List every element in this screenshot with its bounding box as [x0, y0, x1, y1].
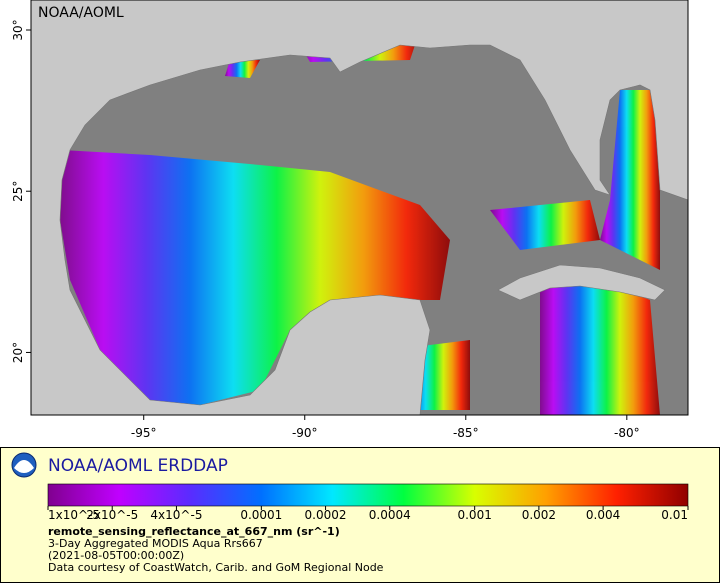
- mainland: [31, 0, 688, 415]
- colorbar-tick-label: 0.0002: [305, 508, 347, 522]
- legend-panel: [0, 447, 720, 583]
- variable-name: remote_sensing_reflectance_at_667_nm (sr…: [48, 525, 340, 538]
- watermark: NOAA/AOML: [38, 5, 124, 21]
- map: NOAA/AOML: [31, 0, 688, 415]
- x-tick-label: -80°: [614, 426, 640, 440]
- x-tick-label: -90°: [292, 426, 318, 440]
- legend-line: 3-Day Aggregated MODIS Aqua Rrs667: [48, 537, 263, 550]
- x-tick-label: -85°: [453, 426, 479, 440]
- colorbar-tick-label: 0.004: [586, 508, 620, 522]
- data-swath: [600, 90, 660, 270]
- y-tick-label: 30°: [11, 19, 25, 40]
- data-swath: [540, 280, 660, 415]
- y-tick-label: 20°: [11, 342, 25, 363]
- colorbar: [47, 483, 689, 507]
- colorbar-tick-label: 0.0004: [369, 508, 411, 522]
- legend-line: Data courtesy of CoastWatch, Carib. and …: [48, 561, 384, 574]
- colorbar-tick-label: 0.001: [457, 508, 491, 522]
- data-swath: [225, 60, 260, 78]
- y-tick-label: 25°: [11, 181, 25, 202]
- x-tick-label: -95°: [131, 426, 157, 440]
- axes: -95° -90° -85° -80° 20° 25° 30°: [11, 19, 640, 440]
- legend-title: NOAA/AOML ERDDAP: [48, 456, 228, 476]
- legend-line: (2021-08-05T00:00:00Z): [48, 549, 184, 562]
- cuba: [497, 264, 666, 301]
- colorbar-tick-label: 0.0001: [240, 508, 282, 522]
- data-swath: [60, 150, 450, 405]
- noaa-logo-bird: [14, 460, 34, 473]
- data-swath: [490, 200, 600, 250]
- map-frame: [30, 0, 689, 416]
- land: [31, 0, 688, 415]
- colorbar-tick-label: 2x10^-5: [86, 508, 138, 522]
- colorbar-tick-label: 1x10^-5: [48, 508, 100, 522]
- colorbar-tick-label: 0.01: [661, 508, 688, 522]
- colorbar-tick-label: 4x10^-5: [150, 508, 202, 522]
- colorbar-tick-label: 0.002: [522, 508, 556, 522]
